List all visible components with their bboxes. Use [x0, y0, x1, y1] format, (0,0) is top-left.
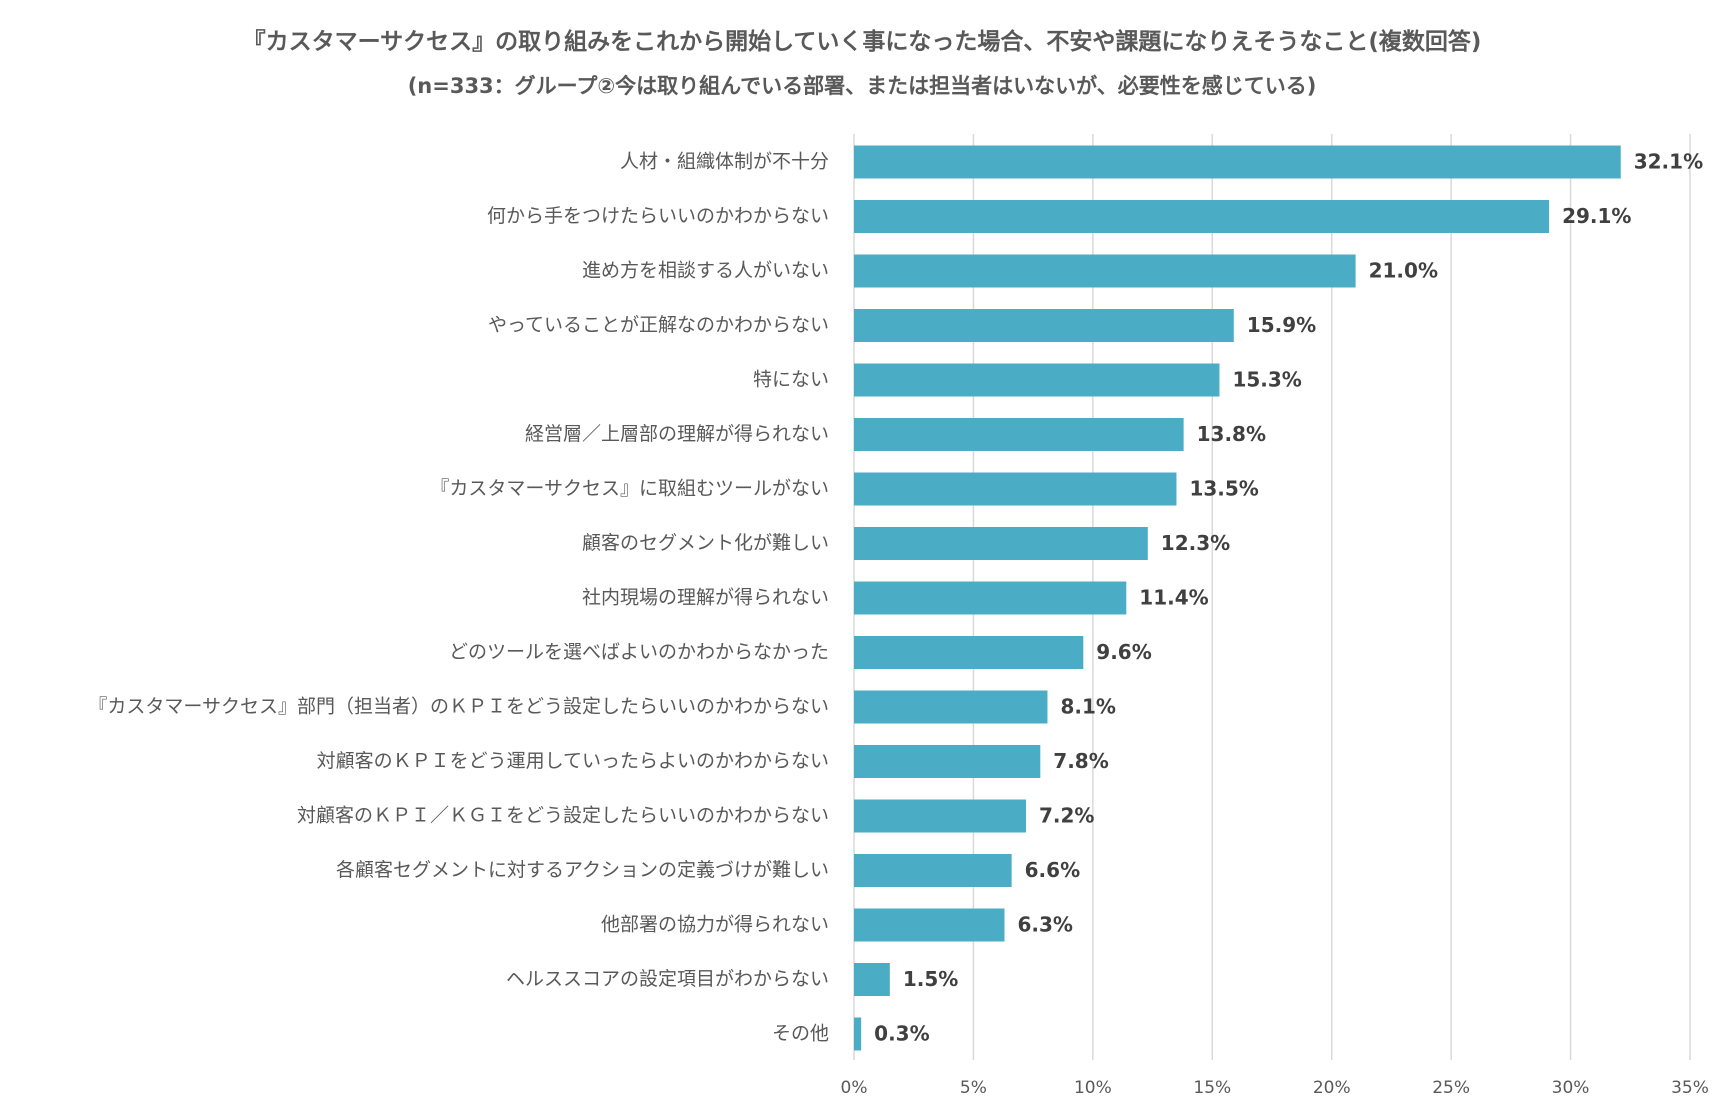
bar [854, 908, 1005, 942]
x-tick-label: 0% [841, 1078, 868, 1098]
bar [854, 963, 890, 996]
category-label: 経営層／上層部の理解が得られない [525, 423, 829, 445]
bar [854, 363, 1220, 397]
category-label: その他 [772, 1023, 829, 1045]
bar [854, 472, 1177, 506]
bar [854, 418, 1184, 451]
category-label: 対顧客のＫＰＩをどう運用していったらよいのかわからない [317, 750, 829, 772]
bar [854, 145, 1621, 179]
bar [854, 309, 1234, 342]
data-label: 13.8% [1197, 422, 1266, 446]
chart-title: 『カスタマーサクセス』の取り組みをこれから開始していく事になった場合、不安や課題… [242, 29, 1482, 55]
data-label: 1.5% [903, 967, 958, 991]
category-label: 『カスタマーサクセス』部門（担当者）のＫＰＩをどう設定したらいいのかわからない [88, 696, 829, 718]
data-label: 29.1% [1562, 204, 1631, 228]
chart-subtitle: (n=333：グループ②今は取り組んでいる部署、または担当者はいないが、必要性を… [407, 74, 1317, 98]
data-label: 6.3% [1017, 913, 1072, 937]
x-tick-label: 30% [1552, 1078, 1590, 1098]
x-tick-label: 35% [1671, 1078, 1709, 1098]
data-label: 15.3% [1232, 368, 1301, 392]
category-label: 進め方を相談する人がいない [582, 260, 829, 282]
bar [854, 1017, 862, 1051]
data-label: 9.6% [1096, 640, 1151, 664]
category-label: 他部署の協力が得られない [601, 914, 829, 936]
bar [854, 527, 1148, 560]
data-label: 13.5% [1189, 477, 1258, 501]
x-tick-label: 25% [1432, 1078, 1470, 1098]
category-label: 『カスタマーサクセス』に取組むツールがない [430, 478, 829, 500]
bar [854, 581, 1127, 615]
data-label: 7.8% [1053, 749, 1108, 773]
category-label: 各顧客セグメントに対するアクションの定義づけが難しい [336, 859, 829, 881]
category-label: 人材・組織体制が不十分 [620, 151, 829, 173]
bar [854, 690, 1048, 724]
bar [854, 636, 1084, 669]
category-label: 特にない [753, 369, 829, 391]
data-label: 7.2% [1039, 804, 1094, 828]
x-tick-label: 20% [1313, 1078, 1351, 1098]
data-label: 12.3% [1161, 531, 1230, 555]
bar [854, 745, 1041, 778]
x-tick-label: 15% [1193, 1078, 1231, 1098]
bar [854, 854, 1012, 887]
x-tick-label: 5% [960, 1078, 987, 1098]
category-label: 何から手をつけたらいいのかわからない [487, 205, 829, 227]
category-label: 顧客のセグメント化が難しい [582, 532, 829, 554]
data-label: 21.0% [1369, 259, 1438, 283]
category-label: やっていることが正解なのかわからない [488, 314, 829, 336]
bar [854, 254, 1356, 288]
category-label: 社内現場の理解が得られない [582, 587, 829, 609]
data-label: 11.4% [1139, 586, 1208, 610]
data-label: 8.1% [1060, 695, 1115, 719]
data-label: 0.3% [874, 1022, 929, 1046]
bar [854, 799, 1026, 833]
category-label: 対顧客のＫＰＩ／ＫＧＩをどう設定したらいいのかわからない [297, 805, 829, 827]
data-label: 32.1% [1634, 150, 1703, 174]
bar [854, 200, 1550, 233]
data-label: 6.6% [1025, 858, 1080, 882]
data-label: 15.9% [1247, 313, 1316, 337]
category-label: どのツールを選べばよいのかわからなかった [449, 641, 829, 663]
category-label: ヘルススコアの設定項目がわからない [506, 968, 829, 990]
x-tick-label: 10% [1074, 1078, 1112, 1098]
